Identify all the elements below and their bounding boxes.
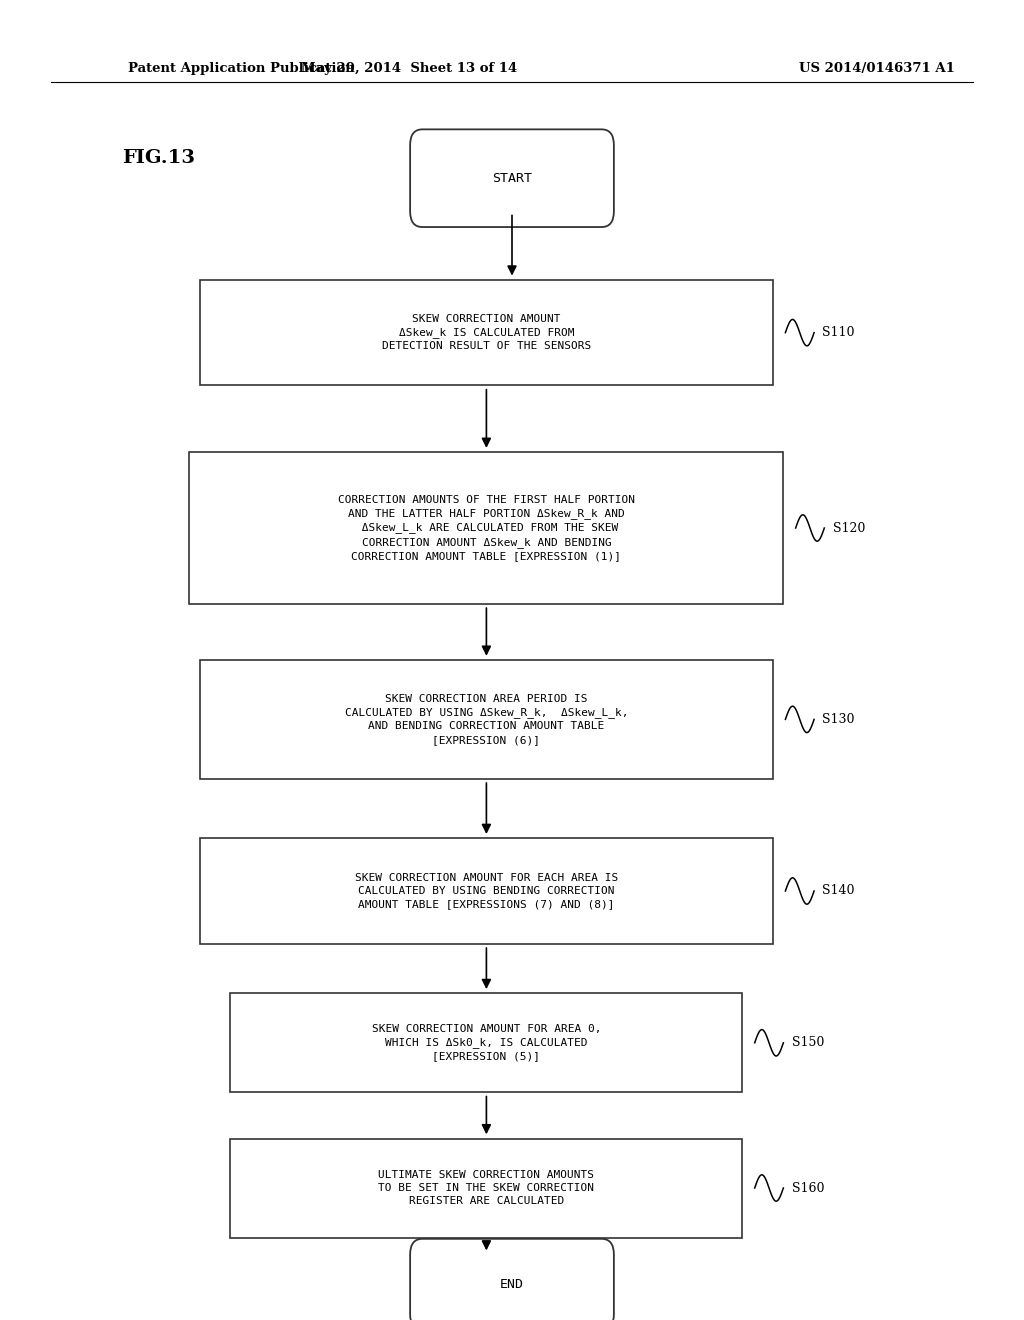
Text: S130: S130	[822, 713, 855, 726]
FancyBboxPatch shape	[410, 129, 613, 227]
Bar	[200, 660, 773, 779]
Text: ULTIMATE SKEW CORRECTION AMOUNTS
TO BE SET IN THE SKEW CORRECTION
REGISTER ARE C: ULTIMATE SKEW CORRECTION AMOUNTS TO BE S…	[379, 1170, 594, 1206]
Text: CORRECTION AMOUNTS OF THE FIRST HALF PORTION
AND THE LATTER HALF PORTION ΔSkew_R: CORRECTION AMOUNTS OF THE FIRST HALF POR…	[338, 495, 635, 561]
FancyBboxPatch shape	[410, 1238, 613, 1320]
Bar	[189, 451, 783, 605]
Bar	[200, 838, 773, 944]
Text: S150: S150	[792, 1036, 824, 1049]
Text: START: START	[492, 172, 532, 185]
Text: SKEW CORRECTION AMOUNT FOR AREA 0,
WHICH IS ΔSk0_k, IS CALCULATED
[EXPRESSION (5: SKEW CORRECTION AMOUNT FOR AREA 0, WHICH…	[372, 1024, 601, 1061]
Text: SKEW CORRECTION AREA PERIOD IS
CALCULATED BY USING ΔSkew_R_k,  ΔSkew_L_k,
AND BE: SKEW CORRECTION AREA PERIOD IS CALCULATE…	[345, 694, 628, 744]
Text: May 29, 2014  Sheet 13 of 14: May 29, 2014 Sheet 13 of 14	[301, 62, 518, 75]
Text: S140: S140	[822, 884, 855, 898]
Bar	[200, 280, 773, 385]
Text: Patent Application Publication: Patent Application Publication	[128, 62, 354, 75]
Text: S120: S120	[833, 521, 865, 535]
Text: S110: S110	[822, 326, 855, 339]
Text: S160: S160	[792, 1181, 824, 1195]
Bar	[230, 1138, 742, 1238]
Text: SKEW CORRECTION AMOUNT FOR EACH AREA IS
CALCULATED BY USING BENDING CORRECTION
A: SKEW CORRECTION AMOUNT FOR EACH AREA IS …	[354, 873, 618, 909]
Text: US 2014/0146371 A1: US 2014/0146371 A1	[799, 62, 954, 75]
Text: FIG.13: FIG.13	[122, 149, 196, 168]
Text: SKEW CORRECTION AMOUNT
ΔSkew_k IS CALCULATED FROM
DETECTION RESULT OF THE SENSOR: SKEW CORRECTION AMOUNT ΔSkew_k IS CALCUL…	[382, 314, 591, 351]
Bar	[230, 993, 742, 1093]
Text: END: END	[500, 1278, 524, 1291]
